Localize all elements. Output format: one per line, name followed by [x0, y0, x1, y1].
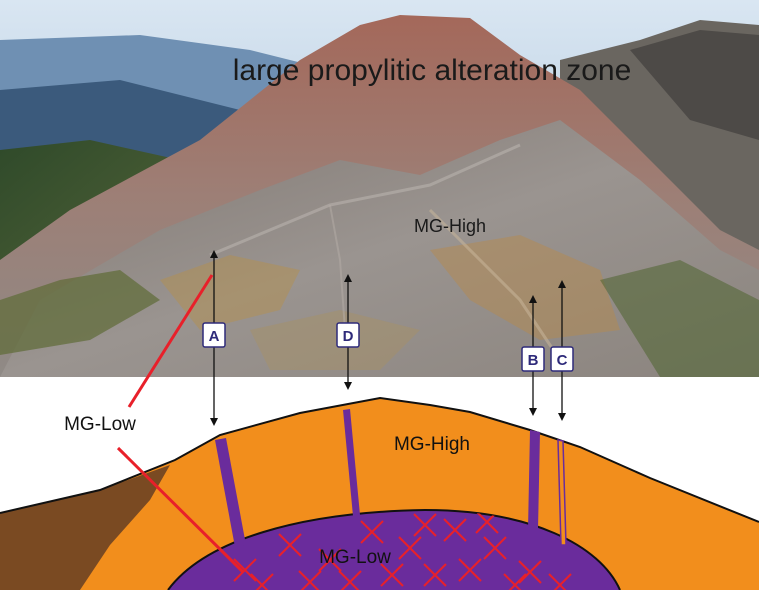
dike-d [343, 409, 360, 516]
section-label-mg-low: MG-Low [319, 547, 391, 568]
altered-patch [430, 235, 620, 340]
photo-title: large propylitic alteration zone [233, 54, 632, 87]
marker-a: A [202, 322, 226, 348]
mg-low-callout: MG-Low [64, 274, 245, 574]
vein-x-mark [338, 570, 362, 590]
marker-a-label: A [209, 328, 220, 345]
marker-d: D [336, 322, 360, 348]
dike-c [557, 439, 567, 546]
vein-x-mark [360, 520, 384, 544]
marker-b: B [521, 346, 545, 372]
vein-x-mark [458, 558, 482, 582]
right-range-shadow [630, 30, 759, 140]
vein-x-mark [413, 513, 437, 537]
vein-x-mark [443, 518, 467, 542]
section-label-mg-high: MG-High [394, 434, 470, 455]
altered-patch [160, 255, 300, 330]
vein-x-mark [518, 560, 542, 584]
vein-x-mark [548, 573, 572, 590]
vein-x-mark [233, 558, 257, 582]
marker-c-label: C [557, 352, 568, 369]
mg-low-dome [168, 510, 620, 590]
callout-label-mg-low: MG-Low [64, 414, 136, 435]
callout-line-upper [127, 274, 214, 408]
marker-d-label: D [343, 328, 354, 345]
altered-patch [250, 310, 420, 370]
dike-b [528, 430, 540, 530]
ridge-line [329, 204, 346, 331]
vein-x-mark [398, 536, 422, 560]
vegetation [0, 270, 160, 355]
callout-line-lower [116, 446, 245, 574]
stockwork-veins [233, 510, 572, 590]
ridge-line [209, 143, 521, 257]
ridge-line [428, 208, 562, 361]
vegetation [600, 260, 759, 377]
brown-wedge [0, 465, 170, 590]
vein-x-mark [298, 570, 322, 590]
cross-section: MG-High MG-Low [0, 396, 759, 590]
photo-label-mg-high: MG-High [414, 216, 486, 236]
marker-b-label: B [528, 352, 539, 369]
vein-x-mark [250, 573, 274, 590]
ground-surface [0, 396, 759, 523]
vein-x-mark [503, 573, 527, 590]
vein-x-mark [318, 548, 342, 572]
marker-c: C [550, 346, 574, 372]
vein-x-mark [483, 536, 507, 560]
vein-x-mark [278, 533, 302, 557]
vein-x-mark [423, 563, 447, 587]
dike-a [215, 438, 246, 547]
vein-x-mark [380, 563, 404, 587]
dome-outline [167, 508, 621, 590]
